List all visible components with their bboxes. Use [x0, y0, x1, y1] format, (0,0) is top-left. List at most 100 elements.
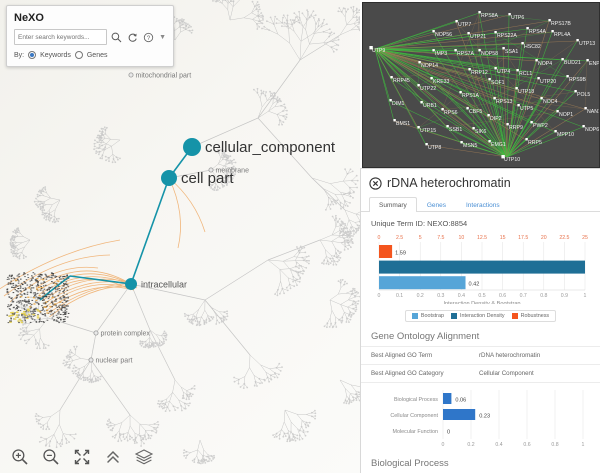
- svg-text:0.6: 0.6: [523, 442, 530, 448]
- svg-text:UTP10: UTP10: [504, 157, 520, 163]
- svg-text:0: 0: [378, 293, 381, 299]
- search-input[interactable]: [14, 29, 108, 45]
- detail-tabs: Summary Genes Interactions: [361, 196, 600, 212]
- svg-text:RCL1: RCL1: [519, 71, 532, 77]
- radio-keywords[interactable]: [28, 51, 37, 59]
- search-icon[interactable]: [110, 31, 123, 44]
- svg-text:cell part: cell part: [181, 170, 234, 187]
- tree-graph[interactable]: mitochondrial part membrane protein comple…: [0, 0, 360, 473]
- svg-text:0.5: 0.5: [478, 293, 485, 299]
- svg-text:Biological Process: Biological Process: [394, 397, 438, 403]
- network-graph[interactable]: RPS8A UTP6 UTP7 RPS17B NOP56 UTP21 RPS22A RPS4A…: [363, 3, 599, 167]
- radio-genes-label[interactable]: Genes: [86, 51, 108, 59]
- svg-text:membrane: membrane: [216, 167, 250, 174]
- svg-text:cellular_component: cellular_component: [205, 139, 336, 156]
- svg-text:NAN1: NAN1: [587, 109, 599, 115]
- tab-summary[interactable]: Summary: [369, 197, 417, 212]
- svg-text:0.1: 0.1: [396, 293, 403, 299]
- svg-text:RPS22A: RPS22A: [497, 33, 517, 39]
- biological-process-title: Biological Process: [371, 458, 449, 469]
- svg-text:Interaction Density & Bootstra: Interaction Density & Bootstrap: [443, 301, 520, 304]
- svg-text:SSB1: SSB1: [449, 127, 462, 133]
- go-alignment-title: Gene Ontology Alignment: [371, 331, 480, 342]
- search-panel[interactable]: NeXO ?: [6, 5, 174, 67]
- svg-text:UTP4: UTP4: [497, 69, 510, 75]
- svg-text:SSA1: SSA1: [505, 49, 518, 55]
- svg-text:RRP5: RRP5: [528, 140, 542, 146]
- zoom-in-button[interactable]: [10, 447, 30, 467]
- chevron-down-icon[interactable]: ▼: [159, 33, 166, 41]
- svg-text:URB1: URB1: [423, 103, 437, 109]
- page-title: rDNA heterochromatin: [387, 176, 511, 190]
- table-row: Best Aligned GO Term rDNA heterochromati…: [361, 346, 600, 364]
- svg-text:nuclear part: nuclear part: [96, 357, 133, 364]
- go-alignment-table: Best Aligned GO Term rDNA heterochromati…: [361, 346, 600, 383]
- svg-text:KRE33: KRE33: [433, 79, 450, 85]
- svg-text:RRP12: RRP12: [471, 70, 488, 76]
- row-value: Cellular Component: [479, 370, 534, 377]
- legend-item[interactable]: Bootstrap: [411, 313, 444, 319]
- hierarchy-tree-canvas[interactable]: mitochondrial part membrane protein comple…: [0, 0, 360, 473]
- help-icon[interactable]: ?: [142, 31, 155, 44]
- svg-text:NOP14: NOP14: [421, 63, 438, 69]
- fit-to-screen-button[interactable]: [72, 447, 92, 467]
- svg-text:NOP58: NOP58: [481, 51, 498, 57]
- svg-text:0.6: 0.6: [499, 293, 506, 299]
- layers-button[interactable]: [134, 447, 154, 467]
- svg-text:UTP9: UTP9: [372, 48, 385, 54]
- svg-text:2.5: 2.5: [396, 235, 403, 241]
- svg-text:UTP13: UTP13: [579, 41, 595, 47]
- svg-text:NOP6: NOP6: [585, 127, 599, 133]
- svg-text:UTP20: UTP20: [540, 79, 556, 85]
- legend-item[interactable]: Robustness: [511, 313, 549, 319]
- legend-item[interactable]: Interaction Density: [450, 313, 505, 319]
- svg-text:RPS13: RPS13: [496, 99, 513, 105]
- tab-genes[interactable]: Genes: [426, 202, 446, 209]
- svg-text:RPS17B: RPS17B: [551, 21, 571, 27]
- svg-text:5: 5: [419, 235, 422, 241]
- svg-text:?: ?: [147, 35, 151, 42]
- view-toolbar: [0, 441, 360, 473]
- svg-text:0.3: 0.3: [437, 293, 444, 299]
- svg-text:1.59: 1.59: [395, 251, 406, 257]
- svg-text:Term Robustness: Term Robustness: [460, 232, 504, 233]
- svg-text:0: 0: [378, 235, 381, 241]
- svg-text:UTP15: UTP15: [420, 128, 436, 134]
- svg-text:0.8: 0.8: [551, 442, 558, 448]
- svg-text:RPL4A: RPL4A: [554, 32, 571, 38]
- svg-text:0.23: 0.23: [479, 414, 490, 420]
- svg-text:UTP21: UTP21: [470, 34, 486, 40]
- svg-text:25: 25: [582, 235, 588, 241]
- term-detail-panel[interactable]: rDNA heterochromatin Summary Genes Inter…: [360, 168, 600, 473]
- search-row: ? ▼: [14, 29, 166, 45]
- radio-keywords-label[interactable]: Keywords: [40, 51, 71, 59]
- svg-text:NOP4: NOP4: [538, 61, 552, 67]
- legend-swatch: [511, 313, 518, 319]
- tab-interactions[interactable]: Interactions: [465, 202, 500, 209]
- svg-text:IMP3: IMP3: [435, 51, 447, 57]
- collapse-button[interactable]: [103, 447, 123, 467]
- svg-text:RPS7A: RPS7A: [457, 51, 475, 57]
- svg-text:7.5: 7.5: [437, 235, 444, 241]
- radio-genes[interactable]: [74, 51, 83, 59]
- svg-text:SOF1: SOF1: [491, 80, 505, 86]
- search-mode-row: By: Keywords Genes: [14, 51, 166, 59]
- svg-text:UTP18: UTP18: [518, 89, 534, 95]
- svg-text:DIP2: DIP2: [490, 116, 502, 122]
- svg-text:RPS1A: RPS1A: [462, 93, 480, 99]
- gene-interaction-network[interactable]: RPS8A UTP6 UTP7 RPS17B NOP56 UTP21 RPS22A RPS4A…: [362, 2, 600, 168]
- zoom-out-button[interactable]: [41, 447, 61, 467]
- svg-text:1: 1: [582, 442, 585, 448]
- svg-text:MSN5: MSN5: [463, 143, 478, 149]
- svg-text:NOP56: NOP56: [435, 32, 452, 38]
- svg-text:10: 10: [459, 235, 465, 241]
- svg-text:12.5: 12.5: [477, 235, 487, 241]
- chart-legend: Bootstrap Interaction Density Robustness: [361, 310, 600, 322]
- svg-text:NOP1: NOP1: [559, 112, 573, 118]
- svg-text:UTP8: UTP8: [428, 145, 441, 151]
- svg-text:POL5: POL5: [577, 92, 590, 98]
- close-circle-icon[interactable]: [369, 176, 382, 190]
- refresh-icon[interactable]: [126, 31, 139, 44]
- row-value: rDNA heterochromatin: [479, 352, 541, 359]
